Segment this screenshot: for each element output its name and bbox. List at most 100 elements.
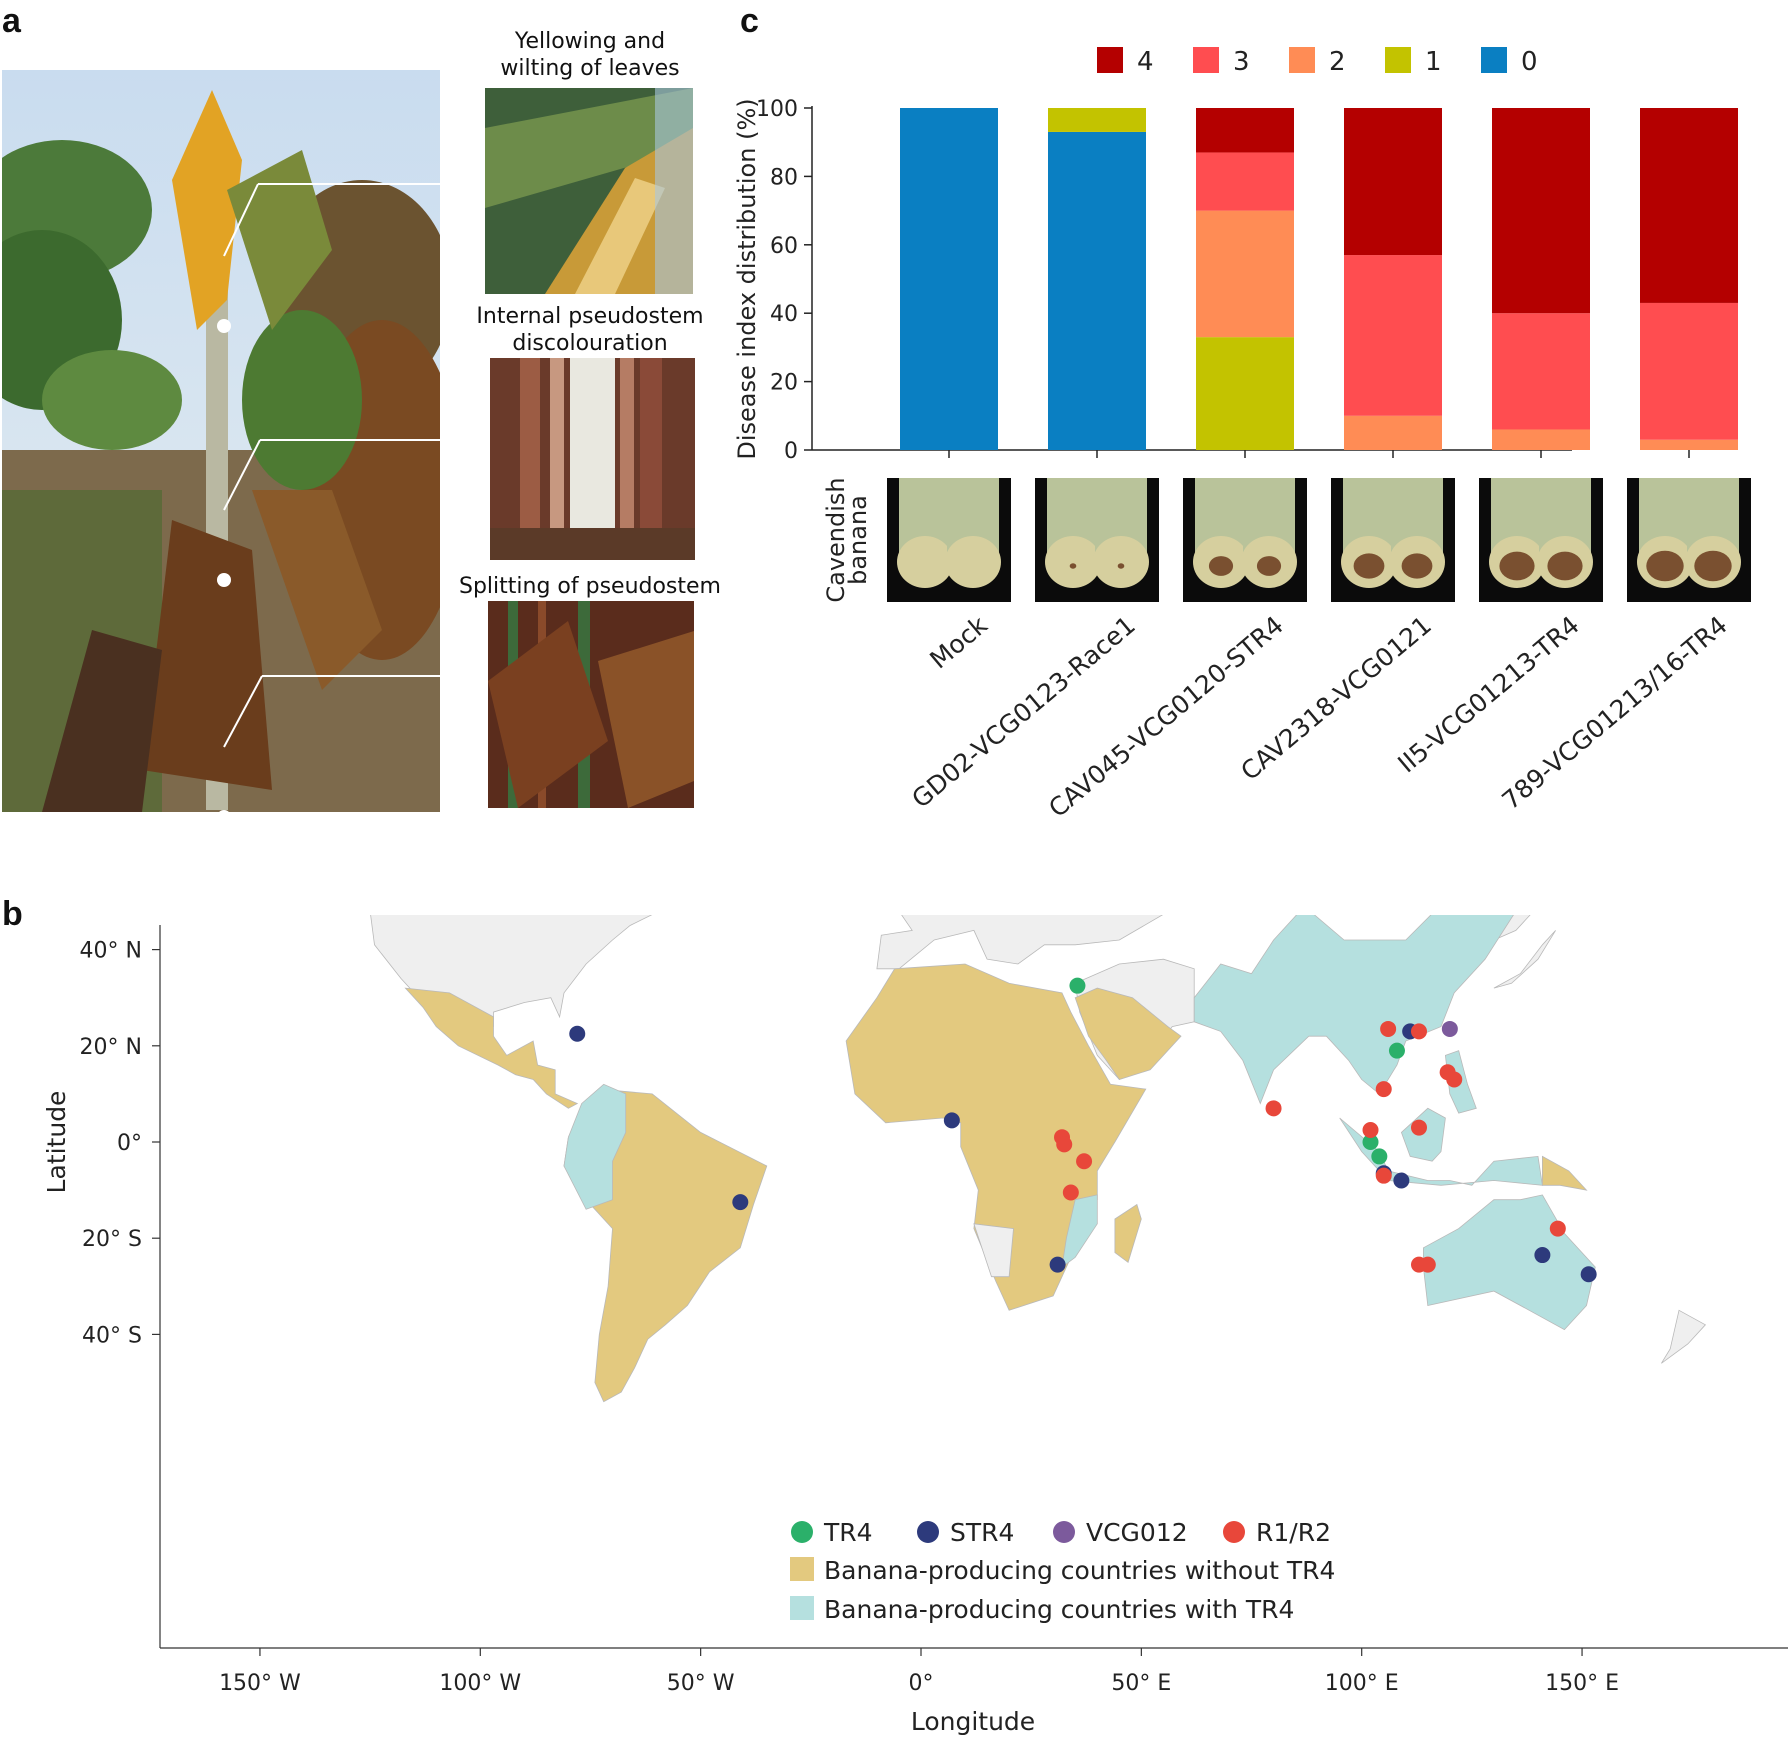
bar-segment-3 bbox=[1640, 302, 1738, 440]
legend-label-r1-r2: R1/R2 bbox=[1256, 1518, 1331, 1547]
x-tick-label: 0° bbox=[909, 1671, 934, 1696]
y-tick-label: 80 bbox=[770, 165, 798, 190]
row-label-line2: banana bbox=[844, 495, 872, 585]
x-category-label: Mock bbox=[924, 610, 993, 674]
corm-photo bbox=[887, 478, 1011, 602]
y-tick-label: 40 bbox=[770, 302, 798, 327]
legend-label-3: 3 bbox=[1233, 47, 1250, 77]
point-str4 bbox=[1049, 1256, 1066, 1273]
corm-base bbox=[945, 536, 1001, 588]
caption-splitting-line1: Splitting of pseudostem bbox=[458, 574, 721, 599]
caption-internal-line2: discolouration bbox=[512, 331, 668, 356]
bar-segment-2 bbox=[1344, 415, 1442, 450]
legend-label-1: 1 bbox=[1425, 47, 1442, 77]
corm-stain bbox=[1069, 563, 1077, 569]
point-str4 bbox=[943, 1112, 960, 1129]
legend-area-label-1: Banana-producing countries with TR4 bbox=[824, 1595, 1294, 1624]
bar-segment-4 bbox=[1640, 108, 1738, 303]
bar-segment-3 bbox=[1492, 313, 1590, 430]
point-r1-r2 bbox=[1446, 1071, 1463, 1088]
banana-field-photo bbox=[2, 70, 440, 812]
photo-connector-lines bbox=[223, 183, 440, 748]
land-namibia bbox=[973, 1223, 1014, 1278]
bar-segment-4 bbox=[1492, 108, 1590, 314]
y-tick-label: 20° N bbox=[80, 1035, 142, 1060]
legend-area-swatch-0 bbox=[790, 1557, 814, 1581]
legend-marker-r1-r2 bbox=[1223, 1521, 1245, 1543]
point-r1-r2 bbox=[1056, 1136, 1073, 1153]
land-japan bbox=[1493, 930, 1556, 989]
y-tick-label: 40° S bbox=[82, 1323, 142, 1348]
corm-stain bbox=[1117, 563, 1125, 569]
caption-yellowing: Yellowing and wilting of leaves bbox=[460, 28, 720, 82]
panel-letter-a: a bbox=[2, 2, 21, 40]
caption-internal-line1: Internal pseudostem bbox=[476, 304, 704, 329]
caption-yellowing-line2: wilting of leaves bbox=[500, 56, 680, 81]
corm-stain bbox=[1353, 553, 1385, 579]
land-europe bbox=[876, 915, 1164, 970]
legend-swatch-0 bbox=[1481, 47, 1507, 73]
x-tick-label: 100° E bbox=[1325, 1671, 1399, 1696]
bar-segment-0 bbox=[900, 108, 998, 450]
point-r1-r2 bbox=[1265, 1100, 1282, 1117]
y-axis-label: Disease index distribution (%) bbox=[733, 98, 761, 459]
corm-photo bbox=[1627, 478, 1751, 602]
point-r1-r2 bbox=[1375, 1081, 1392, 1098]
caption-yellowing-line1: Yellowing and bbox=[514, 29, 666, 54]
bar-segment-1 bbox=[1048, 108, 1146, 132]
land-mozambique bbox=[1061, 1194, 1098, 1268]
y-tick-label: 60 bbox=[770, 234, 798, 259]
caption-splitting: Splitting of pseudostem bbox=[448, 573, 732, 600]
point-vcg012 bbox=[1441, 1020, 1458, 1037]
corm-photo bbox=[1331, 478, 1455, 602]
bar-segment-0 bbox=[1048, 131, 1146, 450]
point-r1-r2 bbox=[1076, 1153, 1093, 1170]
legend-marker-vcg012 bbox=[1053, 1521, 1075, 1543]
legend-label-4: 4 bbox=[1137, 47, 1154, 77]
point-str4 bbox=[1534, 1247, 1551, 1264]
land-north-america bbox=[370, 915, 653, 1037]
point-r1-r2 bbox=[1380, 1020, 1397, 1037]
legend-swatch-2 bbox=[1289, 47, 1315, 73]
point-tr4 bbox=[1069, 977, 1086, 994]
land-andes-tr4 bbox=[563, 1083, 627, 1210]
y-tick-label: 0 bbox=[784, 439, 798, 464]
point-tr4 bbox=[1362, 1134, 1379, 1150]
y-tick-label: 20 bbox=[770, 371, 798, 396]
bar-segment-1 bbox=[1196, 337, 1294, 450]
legend-area-label-0: Banana-producing countries without TR4 bbox=[824, 1556, 1335, 1585]
inset-photo-splitting bbox=[488, 601, 694, 808]
panel-letter-c: c bbox=[740, 2, 759, 40]
land-borneo bbox=[1400, 1107, 1446, 1162]
inset-photo-pseudostem bbox=[490, 358, 695, 560]
land-png bbox=[1542, 1155, 1588, 1191]
land-new-zealand bbox=[1661, 1309, 1707, 1364]
point-str4 bbox=[1580, 1266, 1597, 1283]
point-str4 bbox=[732, 1194, 749, 1211]
y-axis-label: Latitude bbox=[42, 1091, 71, 1194]
point-r1-r2 bbox=[1549, 1220, 1566, 1237]
land-central-america bbox=[404, 987, 579, 1109]
legend-label-2: 2 bbox=[1329, 47, 1346, 77]
x-tick-label: 150° E bbox=[1545, 1671, 1619, 1696]
legend-area-swatch-1 bbox=[790, 1596, 814, 1620]
land-asia-tr4 bbox=[1193, 915, 1514, 1105]
corm-base bbox=[897, 536, 953, 588]
point-r1-r2 bbox=[1362, 1121, 1379, 1138]
bar-segment-2 bbox=[1492, 429, 1590, 450]
legend-marker-tr4 bbox=[791, 1521, 813, 1543]
land-arabia bbox=[1074, 987, 1182, 1080]
point-r1-r2 bbox=[1375, 1167, 1392, 1184]
corm-base bbox=[1093, 536, 1149, 588]
x-tick-label: 150° W bbox=[219, 1671, 301, 1696]
corm-stain bbox=[1256, 556, 1282, 576]
y-tick-label: 40° N bbox=[80, 939, 142, 964]
corm-photo bbox=[1479, 478, 1603, 602]
panel-letter-b: b bbox=[2, 895, 23, 933]
caption-internal-discolouration: Internal pseudostem discolouration bbox=[460, 303, 720, 357]
corm-photo bbox=[1035, 478, 1159, 602]
inset-photo-yellowing bbox=[485, 88, 693, 294]
point-str4 bbox=[1393, 1172, 1410, 1189]
